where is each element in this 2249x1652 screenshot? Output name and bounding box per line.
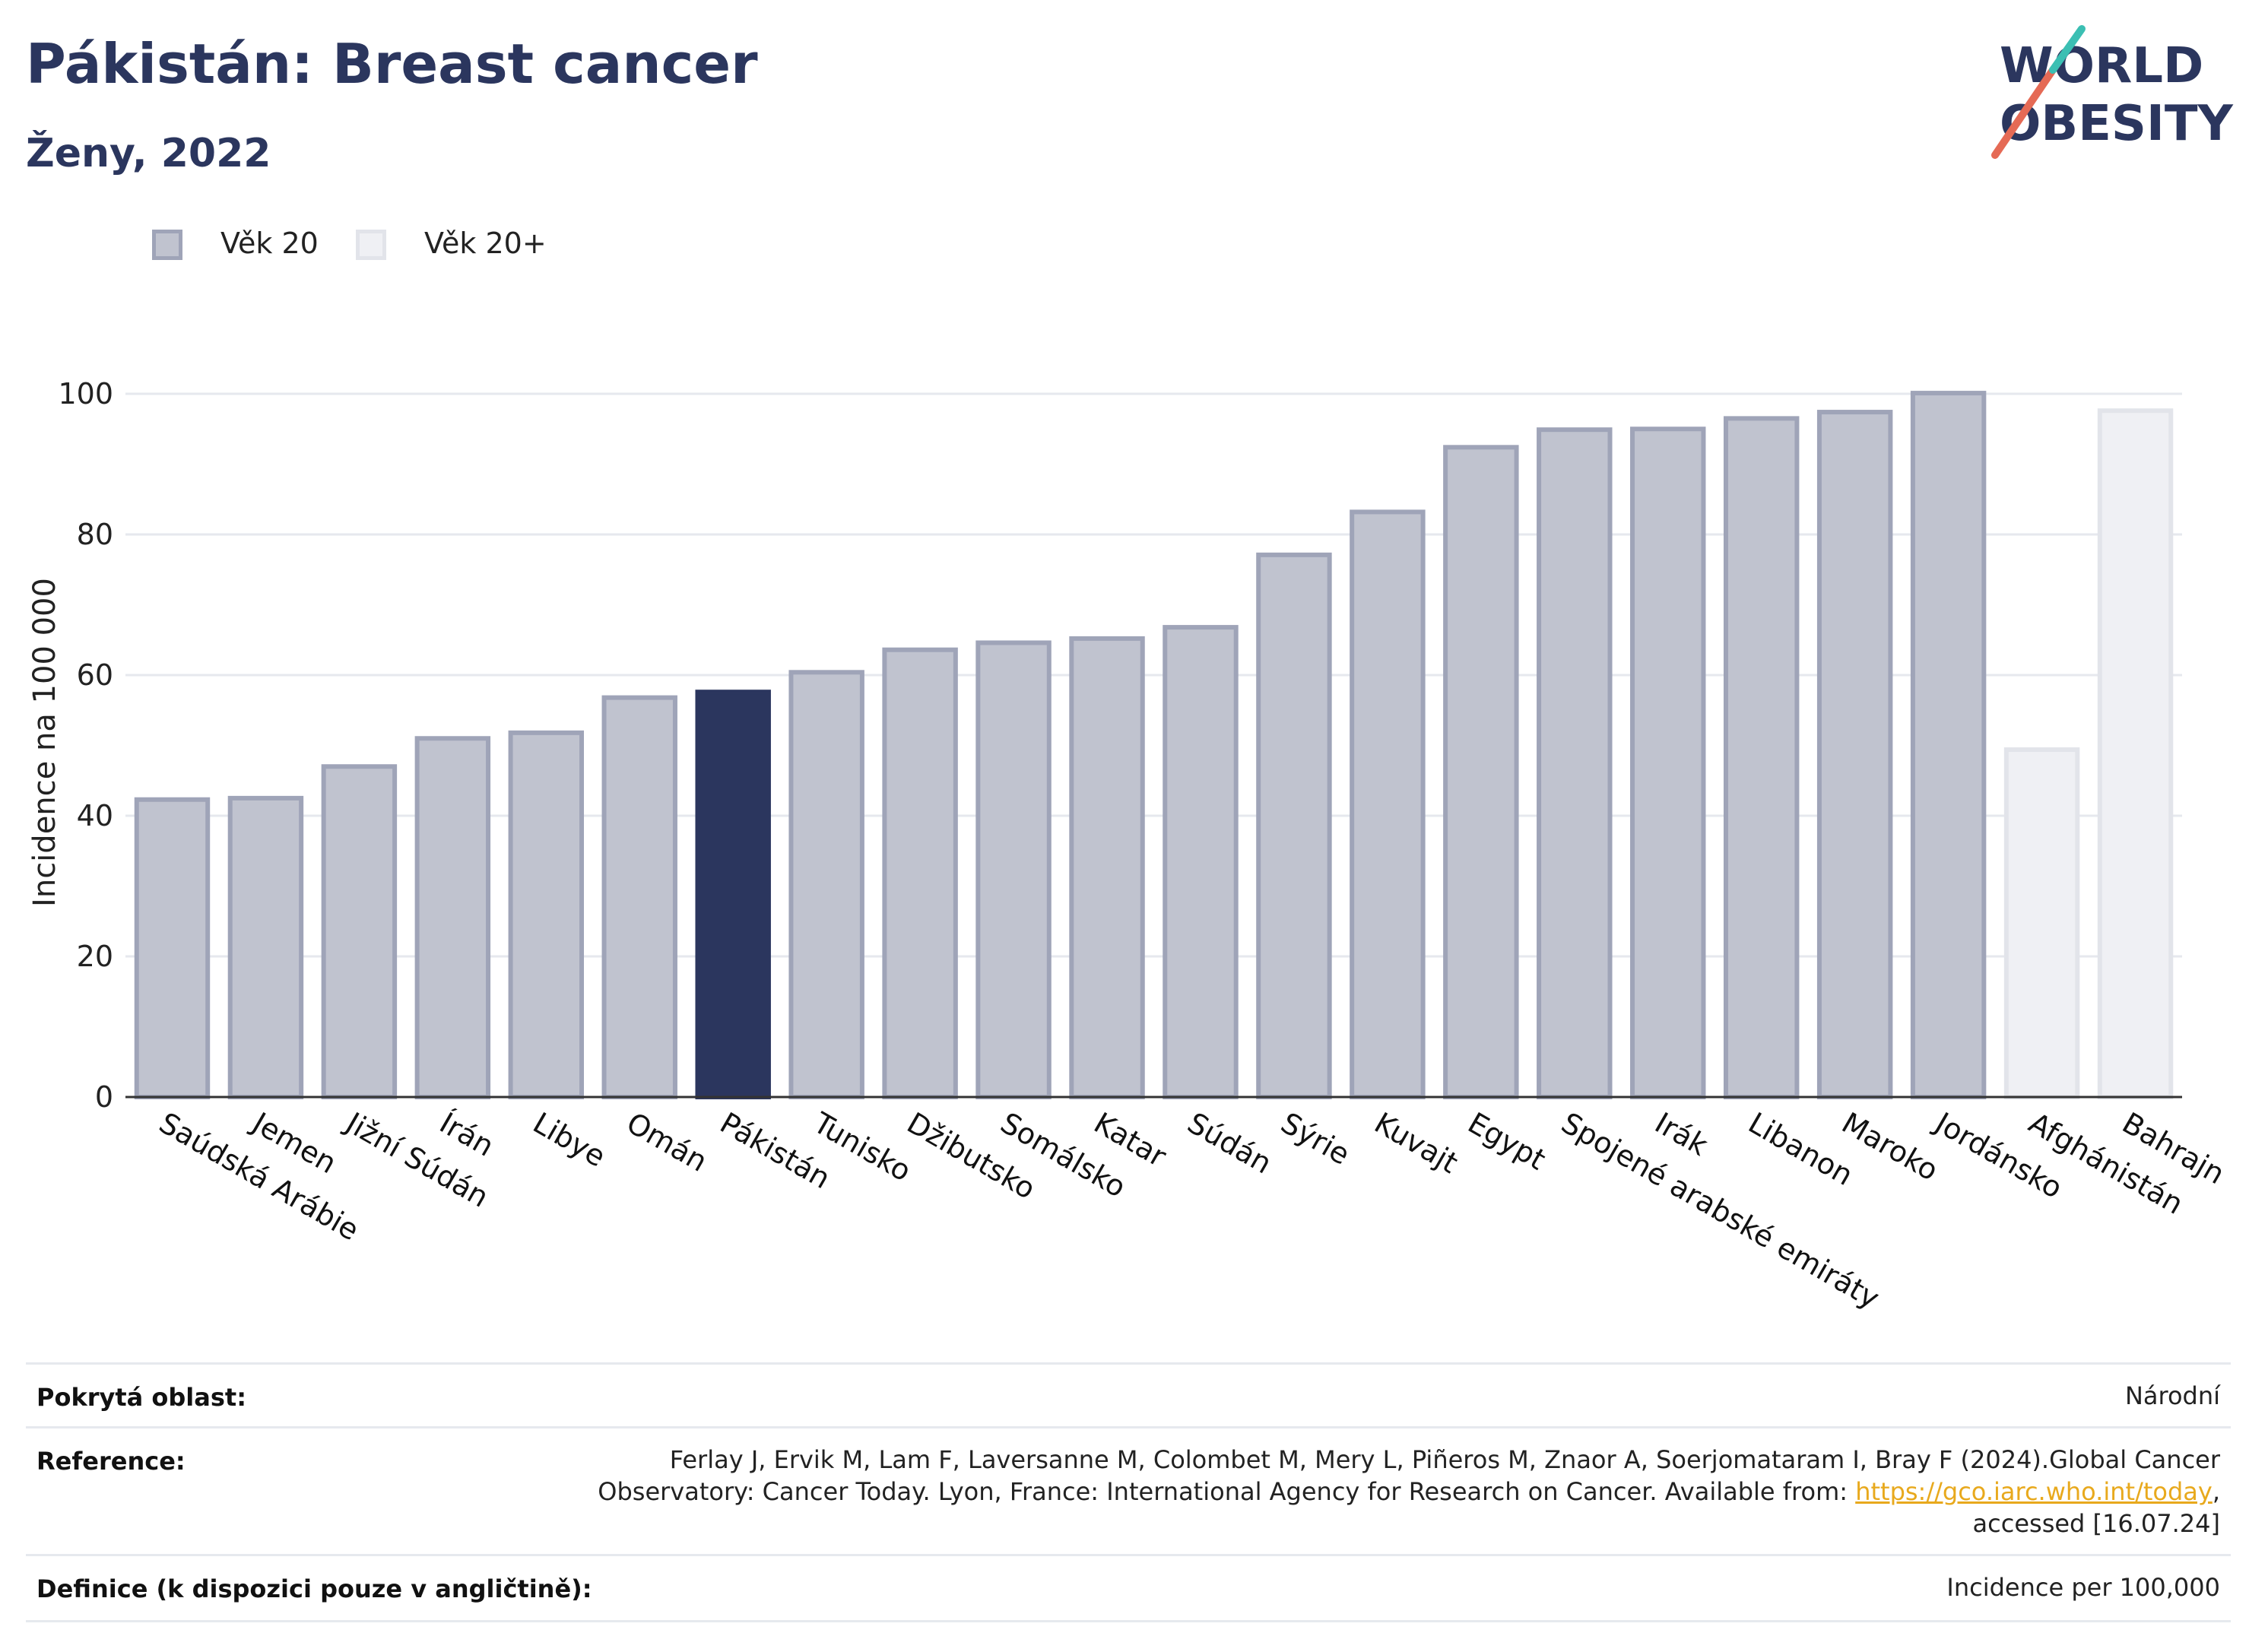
definition-label: Definice (k dispozici pouze v angličtině… [36,1574,592,1603]
y-tick-labels: 0 20 40 60 80 100 [58,377,113,1114]
legend-swatch-age20plus [356,230,386,260]
world-obesity-logo: WORLD OBESITY [1991,25,2233,159]
bar-jordánsko[interactable] [1910,391,1987,1099]
footer-row-reference: Reference: Ferlay J, Ervik M, Lam F, Lav… [26,1426,2231,1556]
legend-label-age20plus: Věk 20+ [424,227,547,260]
bar-afghánistán[interactable] [2003,747,2080,1099]
chart-title: Pákistán: Breast cancer [26,32,758,96]
bars [134,391,2174,1099]
bar-libye[interactable] [508,730,585,1099]
reference-line-2-text: Observatory: Cancer Today. Lyon, France:… [598,1477,1856,1506]
reference-line-2-end: , [2212,1477,2220,1506]
bar-egypt[interactable] [1443,445,1519,1099]
bar-jižní-súdán[interactable] [321,764,398,1099]
bar-libanon[interactable] [1723,416,1800,1099]
logo-word-obesity: OBESITY [2000,96,2233,152]
x-tick-label: Sýrie [1275,1106,1355,1172]
bar-katar[interactable] [1069,636,1145,1099]
y-tick-label: 40 [77,799,113,832]
y-tick-label: 100 [58,377,113,411]
footer-row-coverage: Pokrytá oblast: Národní [26,1362,2231,1428]
y-tick-label: 80 [77,518,113,551]
y-axis-title: Incidence na 100 000 [27,578,62,907]
bar-jemen[interactable] [227,795,304,1099]
bar-irák[interactable] [1630,426,1706,1099]
bar-omán[interactable] [601,695,677,1099]
bar-súdán[interactable] [1163,625,1239,1099]
chart-subtitle: Ženy, 2022 [26,131,271,176]
y-tick-label: 20 [77,940,113,973]
x-tick-label: Írán [434,1106,500,1163]
bar-pákistán[interactable] [695,690,771,1099]
x-tick-label: Kuvajt [1369,1106,1463,1180]
reference-line-3: accessed [16.07.24] [1972,1509,2220,1538]
reference-line-1: Ferlay J, Ervik M, Lam F, Laversanne M, … [669,1445,2220,1474]
bar-saúdská-arábie[interactable] [134,797,211,1099]
reference-line-2: Observatory: Cancer Today. Lyon, France:… [598,1476,2220,1508]
logo-slash-upper [2049,25,2086,74]
bar-somálsko[interactable] [975,640,1052,1099]
bar-kuvajt[interactable] [1350,509,1426,1099]
y-tick-label: 60 [77,658,113,692]
bar-sýrie[interactable] [1256,552,1332,1099]
y-tick-label: 0 [95,1080,113,1114]
x-tick-label: Egypt [1462,1106,1551,1177]
bar-írán[interactable] [414,736,491,1099]
bar-bahrajn[interactable] [2097,408,2174,1099]
coverage-label: Pokrytá oblast: [36,1383,246,1412]
logo-slash-lower [1991,66,2057,159]
x-tick-label: Omán [621,1106,713,1178]
bar-tunisko[interactable] [788,670,864,1099]
reference-link[interactable]: https://gco.iarc.who.int/today [1855,1477,2213,1506]
bar-spojené-arabské-emiráty[interactable] [1537,427,1613,1099]
definition-value: Incidence per 100,000 [1946,1573,2220,1602]
coverage-value: Národní [2124,1381,2220,1410]
bar-džibutsko[interactable] [882,647,958,1099]
x-tick-label: Spojené arabské emiráty [1556,1106,1885,1315]
x-tick-label: Libye [528,1106,611,1174]
x-tick-label: Maroko [1836,1106,1944,1187]
reference-label: Reference: [36,1447,186,1476]
x-tick-label: Irák [1649,1106,1713,1162]
x-tick-label: Libanon [1743,1106,1858,1192]
x-tick-label: Súdán [1182,1106,1277,1181]
logo-word-world: WORLD [2000,38,2203,94]
bar-maroko[interactable] [1816,410,1893,1099]
legend-swatch-age20 [152,230,182,260]
reference-value: Ferlay J, Ervik M, Lam F, Laversanne M, … [598,1444,2220,1539]
footer-row-definition: Definice (k dispozici pouze v angličtině… [26,1554,2231,1622]
legend-label-age20: Věk 20 [220,227,319,260]
